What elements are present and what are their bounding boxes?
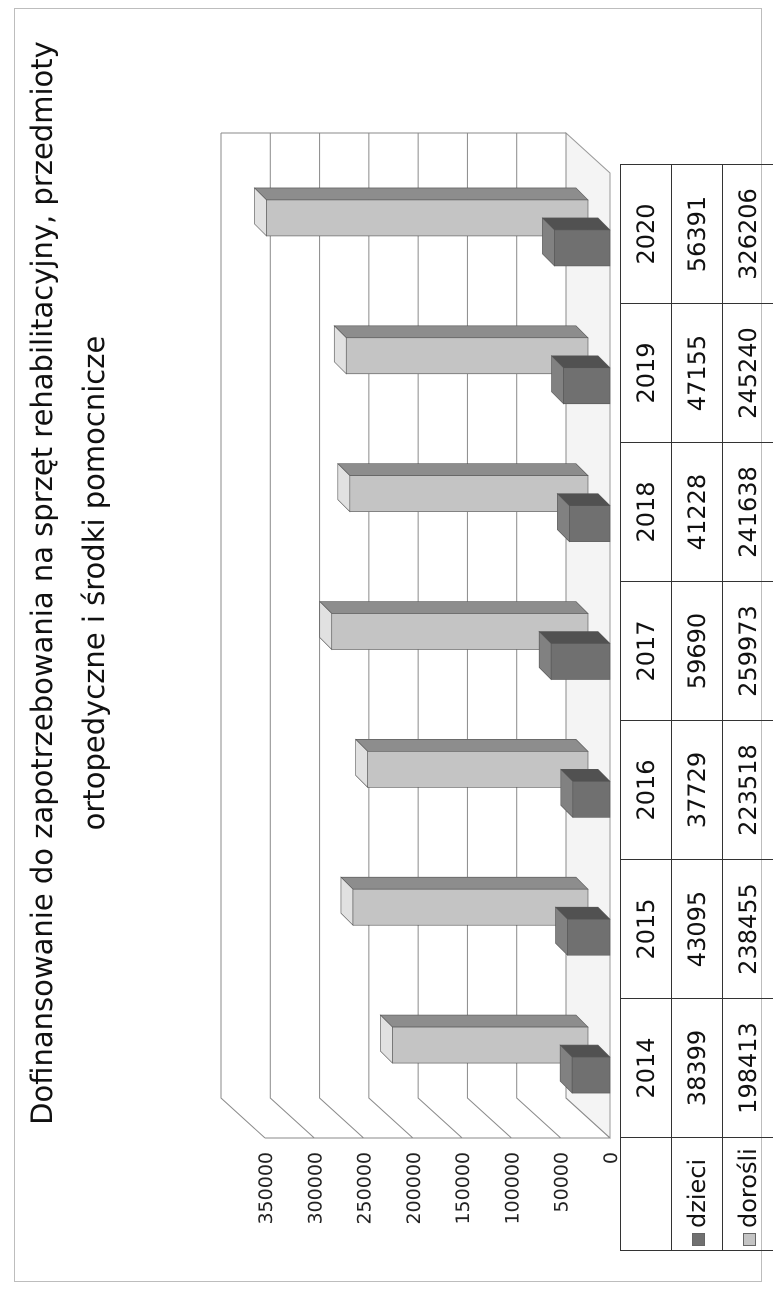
gridline [269, 133, 315, 1139]
bar-dzieci-2019 [563, 367, 611, 405]
bar-dzieci-2014 [571, 1056, 611, 1094]
legend-entry-dorosli: dorośli [722, 1137, 773, 1251]
y-tick-label: 0 [600, 1152, 622, 1164]
bar-side-dorośli [379, 1014, 589, 1028]
table-header-cell: 2018 [620, 442, 672, 582]
legend-label: dzieci [683, 1158, 711, 1228]
gridline [417, 133, 463, 1139]
bar-dorośli-2020 [266, 199, 589, 237]
bar-side-dzieci [538, 631, 611, 644]
bar-side-dorośli [319, 601, 589, 614]
table-value-cell: 238455 [722, 859, 773, 999]
bar-dzieci-2020 [554, 229, 611, 267]
table-value-cell: 259973 [722, 581, 773, 721]
table-value-cell: 47155 [671, 303, 723, 443]
table-header-cell: 2019 [620, 303, 672, 443]
y-tick-label: 200000 [403, 1152, 425, 1225]
bar-side-dorośli [340, 876, 589, 890]
table-value-cell: 241638 [722, 442, 773, 582]
chart-frame [14, 8, 762, 1282]
table-header-row: 2014 2015 2016 2017 2018 2019 2020 [620, 164, 672, 1251]
bar-dzieci-2016 [572, 781, 611, 818]
gridline [466, 133, 512, 1139]
bar-side-dorośli [253, 187, 589, 201]
bar-dzieci-2015 [567, 918, 611, 956]
gridline [516, 133, 562, 1139]
gridline [319, 133, 364, 1139]
y-tick-label: 300000 [304, 1152, 326, 1225]
y-tick-label: 350000 [255, 1152, 277, 1225]
table-value-cell: 245240 [722, 303, 773, 443]
table-value-cell: 56391 [671, 164, 723, 304]
table-corner-cell [620, 1137, 672, 1251]
y-tick-label: 100000 [501, 1152, 523, 1225]
table-header-cell: 2014 [620, 998, 672, 1138]
table-header-cell: 2015 [620, 859, 672, 999]
table-value-cell: 223518 [722, 720, 773, 860]
table-value-cell: 41228 [671, 442, 723, 582]
bar-side-dorośli [333, 325, 589, 339]
table-value-cell: 198413 [722, 998, 773, 1138]
bar-dzieci-2018 [569, 505, 611, 542]
bar-dorośli-2016 [367, 751, 589, 788]
bar-dzieci-2017 [550, 643, 611, 680]
table-value-cell: 59690 [671, 581, 723, 721]
table-value-cell: 38399 [671, 998, 723, 1138]
bar-side-dorośli [354, 739, 589, 752]
gridline [220, 133, 266, 1139]
table-header-cell: 2017 [620, 581, 672, 721]
y-tick-label: 250000 [354, 1152, 376, 1225]
table-value-cell: 37729 [671, 720, 723, 860]
data-table: 2014 2015 2016 2017 2018 2019 2020 dziec… [620, 164, 773, 1251]
table-row: dzieci 38399 43095 37729 59690 41228 471… [671, 164, 723, 1251]
table-row: dorośli 198413 238455 223518 259973 2416… [722, 164, 773, 1251]
y-tick-label: 150000 [452, 1152, 474, 1225]
bar-side-dorośli [337, 463, 589, 476]
table-header-cell: 2016 [620, 720, 672, 860]
legend-swatch [691, 1233, 705, 1246]
y-tick-label: 50000 [551, 1152, 573, 1212]
table-value-cell: 326206 [722, 164, 773, 304]
legend-entry-dzieci: dzieci [671, 1137, 723, 1251]
gridline [565, 133, 611, 1139]
bar-dorośli-2018 [349, 475, 589, 512]
legend-label: dorośli [734, 1148, 762, 1228]
table-value-cell: 43095 [671, 859, 723, 999]
bar-dorośli-2014 [392, 1026, 589, 1064]
table-header-cell: 2020 [620, 164, 672, 304]
gridline [368, 133, 414, 1139]
legend-swatch [742, 1233, 756, 1246]
bar-dorośli-2015 [352, 888, 589, 926]
